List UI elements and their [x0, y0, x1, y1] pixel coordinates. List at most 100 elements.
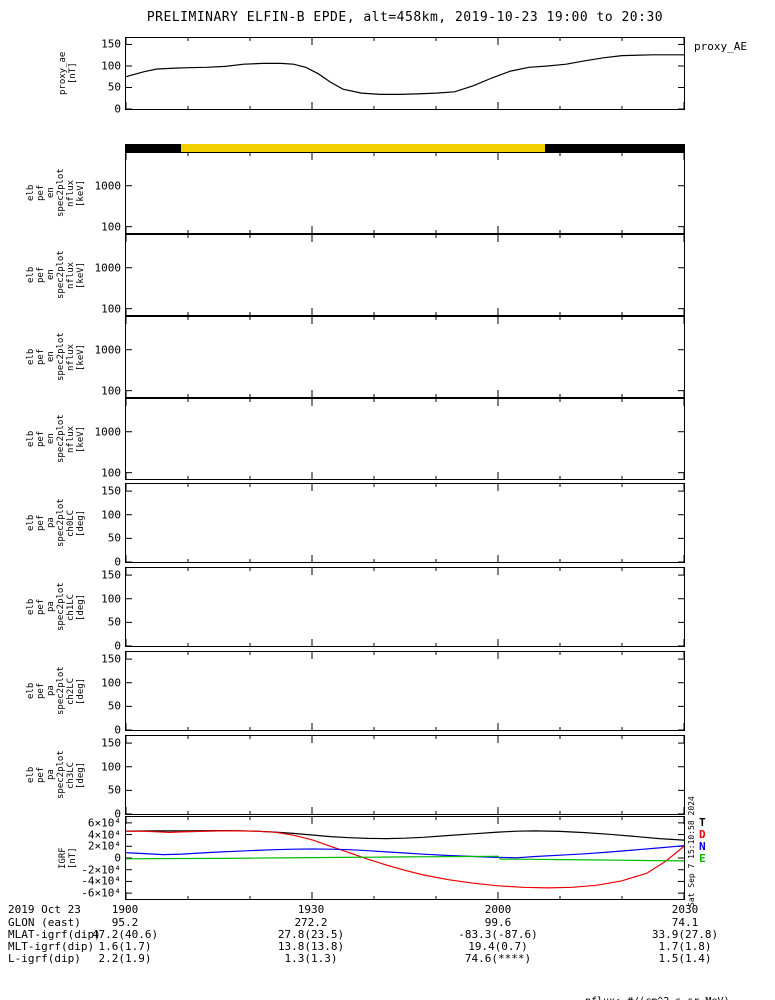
ephemeris-value: 74.6(****)	[464, 952, 532, 965]
igrf-legend: T D N E	[699, 817, 706, 865]
ephemeris-row-label: GLON (east)	[8, 916, 81, 929]
ephemeris-value: 33.9(27.8)	[651, 928, 719, 941]
side-timestamp: Sat Sep 7 15:10:58 2024	[687, 796, 696, 907]
y-tick-label: 100	[101, 384, 121, 398]
pa-spectrogram-panel-ch1LC: 0 50 100 150	[101, 567, 685, 653]
nflux-spectrogram-panel-3: 100 1000	[95, 316, 685, 398]
footer-notes: nflux: #/(cm^2 s sr MeV) Created: Sat Se…	[585, 974, 775, 1000]
y-tick-label: 1000	[94, 179, 122, 193]
y-tick-label: 100	[101, 592, 121, 606]
y-tick-label: 100	[101, 760, 121, 774]
pa-panel-ch1LC-ylabel: elb pef pa spec2plot ch1LC [deg]	[26, 567, 86, 647]
ylabel-line: pa	[46, 517, 56, 529]
legend-entry-D: D	[699, 828, 706, 841]
y-tick-label: 100	[101, 466, 121, 480]
y-tick-label: 50	[107, 783, 121, 797]
ephemeris-value: 272.2	[294, 916, 328, 929]
ephemeris-value: 1.7(1.8)	[658, 940, 712, 953]
ylabel-line: en	[46, 433, 56, 445]
nflux_panel_2-chart	[126, 235, 684, 315]
ylabel-unit: [deg]	[76, 593, 86, 621]
ephemeris-row-lshell: L-igrf(dip) 2.2(1.9) 1.3(1.3) 74.6(****)…	[0, 952, 775, 965]
ylabel-unit: [keV]	[76, 261, 86, 289]
ylabel-line: spec2plot	[56, 414, 66, 464]
trace-proxy_AE	[126, 54, 684, 96]
y-tick-label: -6×10⁴	[81, 886, 121, 900]
nflux-spectrogram-panel-4: 100 1000	[95, 398, 685, 480]
ylabel-line: spec2plot	[56, 250, 66, 300]
y-tick-label: 1000	[94, 261, 122, 275]
ephemeris-value: 13.8(13.8)	[277, 940, 345, 953]
y-tick-label: 4×10⁴	[87, 828, 121, 842]
pa-spectrogram-panel-ch3LC: 0 50 100 150	[101, 735, 685, 821]
ylabel-line: proxy_ae	[58, 51, 68, 96]
ylabel-line: spec2plot	[56, 582, 66, 632]
ylabel-line: nflux	[66, 179, 76, 207]
ephemeris-value: 1.3(1.3)	[284, 952, 338, 965]
time-tick-label: 2030	[671, 903, 699, 916]
y-tick-label: 150	[101, 484, 121, 498]
trace-N	[126, 845, 684, 859]
ylabel-line: nflux	[66, 261, 76, 289]
y-tick-label: 0	[114, 723, 121, 737]
pa_ch2LC-chart	[126, 652, 684, 730]
nflux-units-note: nflux: #/(cm^2 s sr MeV)	[585, 996, 775, 1000]
legend-entry-T: T	[699, 816, 706, 829]
pa-panel-ch0LC-ylabel: elb pef pa spec2plot ch0LC [deg]	[26, 483, 86, 563]
y-tick-label: 6×10⁴	[87, 816, 121, 830]
pa-spectrogram-panel-ch2LC: 0 50 100 150	[101, 651, 685, 737]
y-tick-label: -4×10⁴	[81, 874, 121, 888]
igrf-chart	[126, 817, 684, 899]
ylabel-line: pef	[36, 766, 46, 784]
ylabel-line: spec2plot	[56, 750, 66, 800]
date-label: 2019 Oct 23	[8, 903, 81, 916]
y-tick-label: 50	[107, 531, 121, 545]
igrf-panel: -6×10⁴ -4×10⁴ -2×10⁴ 0 2×10⁴ 4×10⁴ 6×10⁴	[81, 816, 685, 900]
y-tick-label: 0	[114, 555, 121, 569]
nflux-panel-1-ylabel: elb pef en spec2plot nflux [keV]	[26, 152, 86, 234]
ephemeris-row-glon: GLON (east) 95.2 272.2 99.6 74.1	[0, 916, 775, 929]
proxy-ae-panel: 0 50 100 150	[101, 37, 685, 116]
nflux_panel_1-chart	[126, 153, 684, 233]
ylabel-line: elb	[26, 766, 36, 784]
ylabel-line: spec2plot	[56, 498, 66, 548]
time-tick-label: 1900	[111, 903, 139, 916]
proxy-panel-ylabel: proxy_ae [nT]	[58, 37, 78, 110]
pa-spectrogram-panel-ch0LC: 0 50 100 150	[101, 483, 685, 569]
ephemeris-row-mlat: MLAT-igrf(dip) 47.2(40.6) 27.8(23.5) -83…	[0, 928, 775, 941]
ephemeris-value: 2.2(1.9)	[98, 952, 152, 965]
plot-title: PRELIMINARY ELFIN-B EPDE, alt=458km, 201…	[146, 10, 664, 25]
pa_ch3LC-chart	[126, 736, 684, 814]
legend-entry-E: E	[699, 852, 706, 865]
ylabel-unit: [deg]	[76, 509, 86, 537]
y-tick-label: 100	[101, 220, 121, 234]
ylabel-unit: [keV]	[76, 425, 86, 453]
y-tick-label: 0	[114, 102, 121, 116]
ylabel-line: elb	[26, 430, 36, 448]
y-tick-label: 0	[114, 639, 121, 653]
trace-D	[126, 830, 684, 889]
time-tick-label: 1930	[297, 903, 325, 916]
proxy_ae-chart	[126, 38, 684, 109]
y-tick-label: 150	[101, 37, 121, 51]
ephemeris-row-mlt: MLT-igrf(dip) 1.6(1.7) 13.8(13.8) 19.4(0…	[0, 940, 775, 953]
y-tick-label: 2×10⁴	[87, 839, 121, 853]
ephemeris-value: 74.1	[671, 916, 699, 929]
ephemeris-row-label: MLT-igrf(dip)	[8, 940, 95, 953]
ylabel-line: spec2plot	[56, 332, 66, 382]
ylabel-line: pa	[46, 685, 56, 697]
ylabel-channel: ch3LC	[66, 761, 76, 789]
pa-panel-ch3LC-ylabel: elb pef pa spec2plot ch3LC [deg]	[26, 735, 86, 815]
ylabel-line: en	[46, 269, 56, 281]
ephemeris-value: -83.3(-87.6)	[458, 928, 538, 941]
ylabel-line: pa	[46, 769, 56, 781]
nflux_panel_3-chart	[126, 317, 684, 397]
ylabel-channel: ch1LC	[66, 593, 76, 621]
ylabel-unit: [nT]	[68, 847, 78, 869]
ylabel-line: pef	[36, 266, 46, 284]
y-tick-label: 150	[101, 736, 121, 750]
ylabel-line: nflux	[66, 343, 76, 371]
nflux-spectrogram-panel-1: 100 1000	[95, 152, 685, 234]
ephemeris-value: 1.5(1.4)	[658, 952, 712, 965]
